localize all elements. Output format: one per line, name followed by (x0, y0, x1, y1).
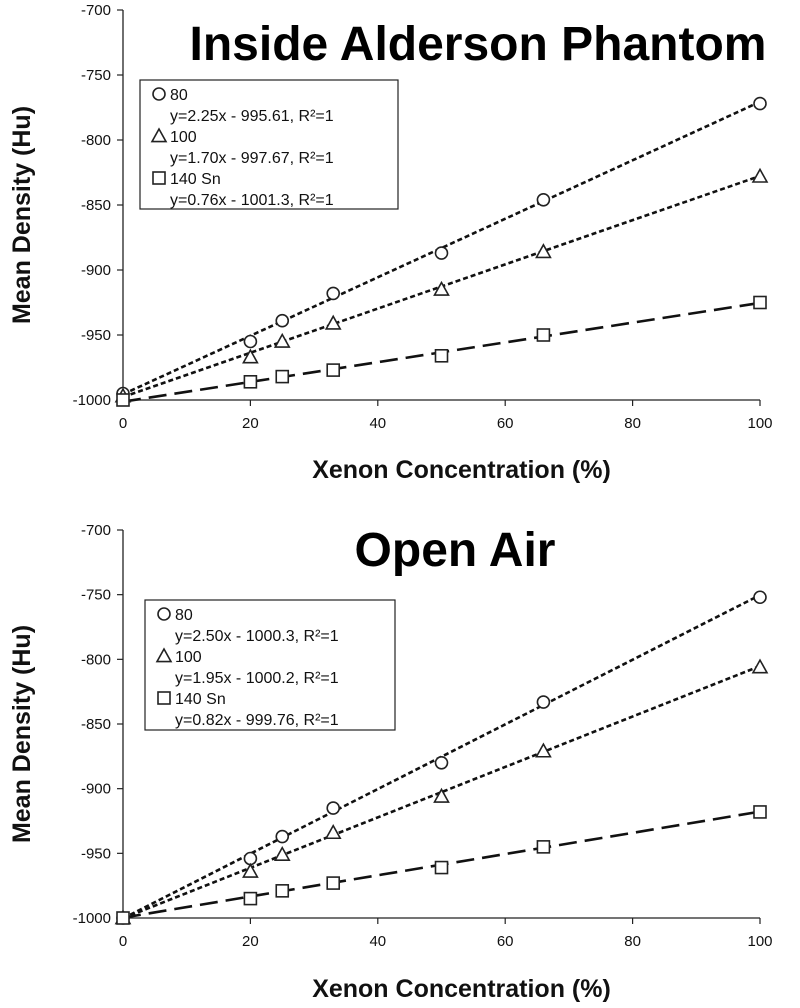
data-point-circle (243, 851, 258, 866)
x-tick-label: 80 (624, 933, 641, 950)
data-point-square (326, 363, 341, 377)
legend-marker-circle (152, 87, 166, 101)
data-point-square (536, 840, 551, 854)
legend-marker-circle (157, 607, 171, 621)
data-point-square (434, 348, 449, 363)
data-point-triangle (324, 823, 342, 840)
data-point-triangle (433, 280, 450, 296)
data-point-triangle (433, 787, 450, 803)
legend-series-name: 100 (170, 129, 197, 146)
y-tick-label: -800 (81, 651, 111, 668)
x-tick-label: 60 (497, 933, 514, 950)
x-tick-label: 100 (747, 933, 772, 950)
data-point-circle (536, 193, 551, 207)
y-tick-label: -750 (81, 67, 111, 84)
x-tick-label: 0 (119, 933, 127, 950)
legend-trendline-equation: y=0.82x - 999.76, R²=1 (175, 712, 339, 729)
data-point-triangle (751, 658, 769, 674)
legend-series-name: 100 (175, 649, 202, 666)
chart-title: Inside Alderson Phantom (190, 18, 767, 71)
data-point-circle (434, 246, 449, 260)
data-point-square (116, 911, 130, 925)
legend-box (139, 79, 399, 210)
y-tick-label: -700 (81, 522, 111, 539)
legend-trendline-equation: y=1.70x - 997.67, R²=1 (170, 150, 334, 167)
data-point-square (434, 860, 449, 875)
data-point-square (243, 374, 258, 389)
legend-series-name: 140 Sn (170, 171, 221, 188)
data-point-triangle (273, 845, 291, 862)
chart-title: Open Air (355, 524, 556, 577)
legend-trendline-equation: y=2.25x - 995.61, R²=1 (170, 108, 334, 125)
data-point-square (326, 876, 341, 890)
legend-marker-triangle (150, 127, 168, 143)
data-point-triangle (324, 314, 342, 330)
legend-series-name: 140 Sn (175, 691, 226, 708)
data-point-triangle (535, 742, 552, 758)
legend-box (144, 599, 396, 731)
data-point-circle (753, 96, 767, 111)
data-point-square (116, 393, 130, 407)
legend-trendline-equation: y=1.95x - 1000.2, R²=1 (175, 670, 339, 687)
y-tick-label: -750 (81, 587, 111, 604)
y-tick-label: -850 (81, 197, 111, 214)
y-tick-label: -950 (81, 845, 111, 862)
data-point-square (536, 328, 551, 342)
data-point-square (275, 369, 290, 384)
x-tick-label: 80 (624, 415, 641, 432)
data-point-triangle (242, 862, 259, 878)
x-tick-label: 20 (242, 415, 259, 432)
x-axis-label: Xenon Concentration (%) (312, 975, 611, 1003)
chart-panel-2: -1000 -950 -900 -850 -800 -750 -700 0 20 40 60 80 10… (8, 522, 773, 1003)
legend-marker-triangle (155, 647, 173, 663)
data-point-circle (753, 590, 767, 605)
x-tick-label: 40 (369, 933, 386, 950)
legend: 80 y=2.50x - 1000.3, R²=1 100 y=1.95x - 100… (144, 599, 396, 731)
y-tick-label: -950 (81, 327, 111, 344)
y-tick-label: -700 (81, 2, 111, 19)
legend-trendline-equation: y=2.50x - 1000.3, R²=1 (175, 628, 339, 645)
trendline-circle (122, 593, 761, 920)
data-point-square (275, 884, 290, 898)
y-axis-label: Mean Density (Hu) (8, 625, 36, 843)
data-point-circle (275, 313, 290, 328)
data-point-circle (326, 286, 341, 301)
data-point-circle (434, 755, 449, 770)
data-point-triangle (751, 167, 769, 183)
x-tick-label: 60 (497, 415, 514, 432)
x-tick-label: 40 (369, 415, 386, 432)
x-tick-label: 100 (747, 415, 772, 432)
data-point-circle (536, 695, 551, 709)
legend-series-name: 80 (170, 87, 188, 104)
y-tick-label: -900 (81, 262, 111, 279)
y-tick-label: -850 (81, 716, 111, 733)
x-tick-label: 0 (119, 415, 127, 432)
y-axis-label: Mean Density (Hu) (8, 106, 36, 324)
data-point-circle (275, 829, 290, 844)
data-point-triangle (273, 332, 291, 348)
x-tick-label: 20 (242, 933, 259, 950)
data-point-circle (326, 801, 341, 815)
data-point-triangle (535, 243, 552, 259)
data-point-square (753, 295, 767, 310)
legend-series-name: 80 (175, 607, 193, 624)
data-point-triangle (242, 348, 259, 364)
y-tick-label: -800 (81, 132, 111, 149)
legend-marker-square (157, 691, 171, 705)
legend-marker-square (152, 171, 166, 185)
trendline-circle (122, 100, 761, 396)
chart-panel-1: -1000 -950 -900 -850 -800 -750 -700 0 20 40 60 80 10… (8, 2, 773, 484)
data-point-square (243, 891, 258, 906)
y-tick-label: -900 (81, 781, 111, 798)
legend: 80 y=2.25x - 995.61, R²=1 100 y=1.70x - 997… (139, 79, 399, 210)
y-tick-label: -1000 (73, 392, 111, 409)
trendline-triangle (122, 664, 761, 920)
data-point-square (753, 805, 767, 819)
y-tick-label: -1000 (73, 910, 111, 927)
data-point-circle (243, 334, 258, 349)
x-axis-label: Xenon Concentration (%) (312, 456, 611, 484)
legend-trendline-equation: y=0.76x - 1001.3, R²=1 (170, 192, 334, 209)
